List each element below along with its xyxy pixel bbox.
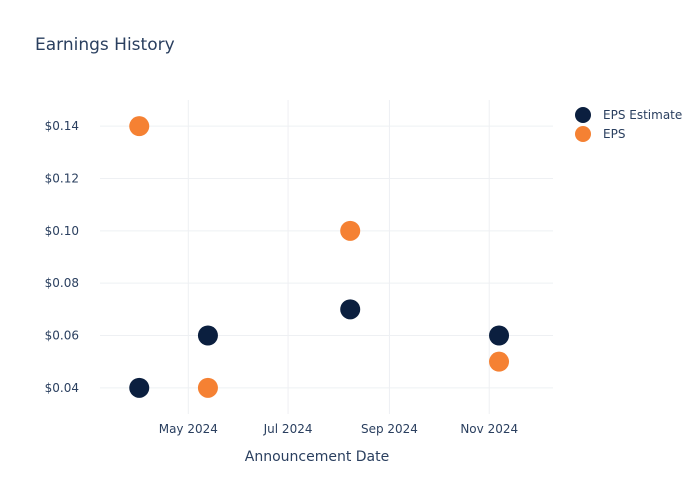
data-points bbox=[129, 116, 510, 398]
legend-label: EPS Estimate bbox=[603, 108, 682, 122]
x-tick-label: Sep 2024 bbox=[361, 422, 418, 436]
eps-estimate-point[interactable] bbox=[489, 325, 510, 346]
legend-marker bbox=[575, 126, 591, 142]
legend-item[interactable]: EPS Estimate bbox=[575, 107, 682, 123]
legend-marker bbox=[575, 107, 591, 123]
y-tick-label: $0.04 bbox=[45, 381, 79, 395]
x-tick-label: Nov 2024 bbox=[460, 422, 518, 436]
legend-label: EPS bbox=[603, 127, 625, 141]
eps-point[interactable] bbox=[197, 377, 218, 398]
grid bbox=[100, 100, 553, 414]
y-tick-label: $0.12 bbox=[45, 172, 79, 186]
eps-estimate-point[interactable] bbox=[129, 377, 150, 398]
y-tick-label: $0.08 bbox=[45, 276, 79, 290]
eps-estimate-point[interactable] bbox=[197, 325, 218, 346]
legend-item[interactable]: EPS bbox=[575, 126, 625, 142]
eps-estimate-point[interactable] bbox=[340, 299, 361, 320]
axes: May 2024 Jul 2024 Sep 2024 Nov 2024 $0.04 $0.… bbox=[45, 119, 518, 436]
y-tick-label: $0.14 bbox=[45, 119, 79, 133]
chart-title: Earnings History bbox=[35, 35, 175, 55]
x-tick-label: Jul 2024 bbox=[263, 422, 313, 436]
eps-point[interactable] bbox=[129, 116, 150, 137]
legend[interactable]: EPS Estimate EPS bbox=[575, 107, 682, 142]
y-tick-label: $0.10 bbox=[45, 224, 79, 238]
x-axis-title: Announcement Date bbox=[245, 449, 389, 465]
y-tick-label: $0.06 bbox=[45, 329, 79, 343]
x-tick-label: May 2024 bbox=[159, 422, 218, 436]
eps-point[interactable] bbox=[489, 351, 510, 372]
eps-point[interactable] bbox=[340, 220, 361, 241]
